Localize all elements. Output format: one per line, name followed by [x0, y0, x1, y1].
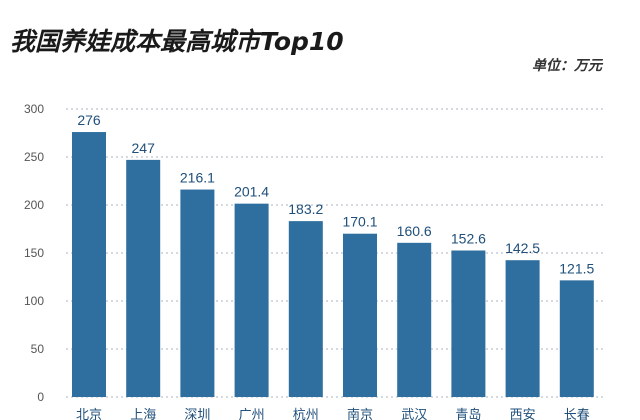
bar: [72, 132, 106, 398]
data-label: 216.1: [180, 170, 215, 186]
bar: [126, 159, 161, 397]
data-label: 170.1: [342, 214, 377, 230]
category-label: 青岛: [455, 407, 481, 420]
data-label: 183.2: [288, 201, 323, 217]
y-tick-label: 150: [24, 246, 44, 260]
bars: [72, 132, 594, 398]
category-label: 长春: [564, 408, 590, 420]
data-label: 152.6: [451, 231, 486, 247]
bar: [397, 242, 432, 397]
category-label: 北京: [76, 408, 102, 420]
category-label: 广州: [239, 408, 265, 420]
y-axis-ticks: 0 50 100 150 200 250 300: [24, 102, 44, 404]
data-label: 276: [77, 112, 101, 128]
category-label: 武汉: [401, 408, 427, 420]
unit-label: 单位：万元: [532, 57, 604, 74]
category-labels: 北京 上海 深圳 广州 杭州 南京 武汉 青岛 西安 长春: [76, 407, 590, 420]
bar: [288, 221, 323, 397]
bar: [180, 189, 215, 397]
data-label: 121.5: [559, 260, 594, 276]
y-tick-label: 200: [24, 198, 44, 212]
y-tick-label: 250: [24, 150, 44, 164]
data-labels: 276 247 216.1 201.4 183.2 170.1 160.6 152.6 142.…: [77, 112, 594, 276]
y-tick-label: 0: [37, 390, 44, 404]
bar: [343, 233, 377, 397]
category-label: 上海: [130, 408, 156, 420]
data-label: 160.6: [397, 223, 432, 239]
category-label: 深圳: [184, 408, 210, 420]
y-tick-label: 50: [31, 342, 45, 356]
bar: [559, 280, 594, 397]
chart-title: 我国养娃成本最高城市Top10: [10, 27, 344, 56]
bar: [505, 260, 540, 397]
category-label: 西安: [510, 408, 536, 420]
data-label: 247: [132, 140, 156, 156]
y-tick-label: 100: [24, 294, 44, 308]
bar: [451, 250, 486, 397]
y-tick-label: 300: [24, 102, 44, 116]
bar: [234, 203, 269, 397]
category-label: 杭州: [293, 408, 319, 420]
data-label: 142.5: [505, 240, 540, 256]
data-label: 201.4: [234, 184, 269, 200]
category-label: 南京: [347, 407, 373, 420]
